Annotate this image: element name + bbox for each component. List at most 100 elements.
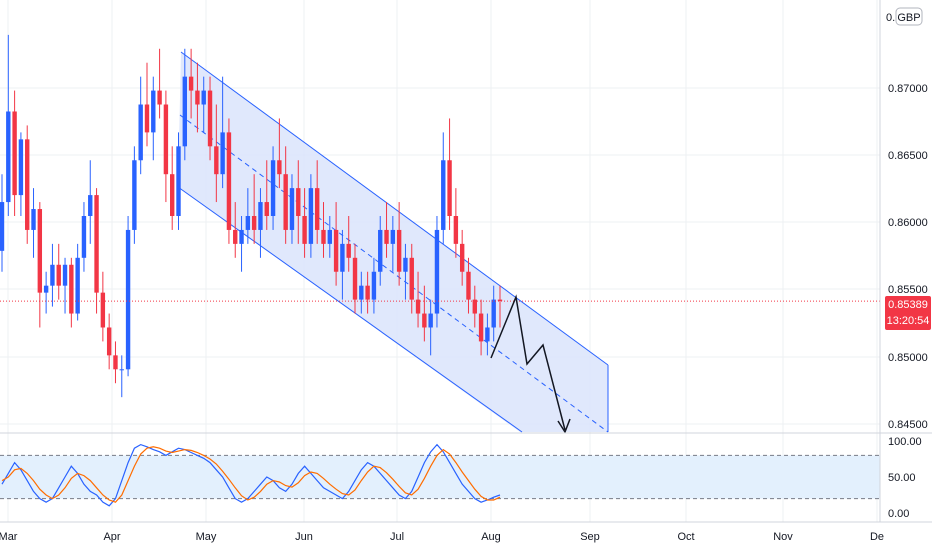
- x-tick-label: Jul: [390, 531, 404, 543]
- candle-body: [270, 160, 276, 216]
- x-tick-label: Oct: [677, 531, 694, 543]
- x-tick-label: De: [870, 531, 884, 543]
- candle-body: [333, 229, 339, 272]
- candle-body: [428, 313, 433, 328]
- candle-body: [106, 327, 112, 356]
- candle-body: [113, 355, 118, 370]
- candle-body: [384, 229, 389, 244]
- osc-d-line: [1, 446, 501, 503]
- candle-body: [251, 216, 257, 230]
- candle-body: [56, 264, 61, 286]
- oscillator-band: [0, 454, 880, 500]
- osc-y-tick-label: 100.00: [888, 436, 922, 448]
- candle-body: [396, 229, 402, 272]
- osc-y-tick-label: 50.00: [888, 472, 916, 484]
- candle-body: [447, 160, 452, 216]
- x-tick-label: Aug: [481, 531, 501, 543]
- candle-body: [352, 257, 358, 300]
- candle-body: [485, 327, 490, 342]
- candle-body: [340, 243, 345, 272]
- channel-mid-line: [179, 114, 609, 433]
- y-tick-label: 0.84500: [888, 419, 928, 431]
- candle-body: [214, 146, 219, 175]
- candle-body: [18, 139, 24, 196]
- candle-body: [43, 285, 49, 293]
- y-tick-label: 0.87000: [888, 83, 928, 95]
- candle-body: [138, 104, 143, 161]
- candle-body: [422, 313, 427, 328]
- candle-body: [157, 90, 162, 105]
- candle-body: [453, 216, 459, 244]
- candle-body: [69, 264, 74, 314]
- candle-body: [62, 264, 68, 286]
- osc-band-fill: [0, 455, 880, 499]
- x-tick-label: Nov: [773, 531, 793, 543]
- candle-body: [182, 76, 188, 147]
- candle-body: [466, 271, 471, 300]
- candle-body: [327, 229, 332, 244]
- candle-body: [125, 229, 131, 370]
- candle-body: [378, 229, 383, 272]
- channel-upper-line: [180, 51, 609, 366]
- candle-body: [50, 264, 55, 286]
- candle-body: [75, 257, 80, 314]
- x-tick-label: Jun: [295, 531, 313, 543]
- currency-badge: 0. GBP: [886, 7, 923, 26]
- candle-body: [239, 229, 244, 244]
- candle-body: [459, 243, 465, 272]
- x-tick-label: Apr: [103, 531, 120, 543]
- candle-body: [100, 292, 106, 328]
- candle-body: [207, 90, 213, 147]
- candle-body: [478, 313, 484, 342]
- candles: [0, 34, 503, 398]
- candle-body: [359, 285, 364, 300]
- candle-body: [195, 90, 200, 105]
- candle-body: [497, 299, 503, 302]
- candle-body: [31, 209, 36, 230]
- candle-body: [6, 111, 11, 203]
- candle-body: [220, 132, 225, 175]
- overlays: [0, 294, 880, 434]
- candle-body: [12, 111, 17, 196]
- x-tick-label: May: [196, 531, 217, 543]
- candle-body: [283, 174, 288, 230]
- candle-body: [321, 229, 326, 244]
- osc-y-tick-label: 0.00: [888, 508, 909, 520]
- x-tick-label: Sep: [580, 531, 600, 543]
- candle-body: [81, 216, 87, 258]
- y-tick-label: 0.85000: [888, 352, 928, 364]
- currency-label: GBP: [897, 12, 920, 24]
- candle-body: [37, 209, 43, 293]
- candle-body: [25, 139, 30, 230]
- candle-body: [415, 299, 421, 314]
- candle-body: [188, 76, 194, 91]
- candle-body: [308, 188, 314, 244]
- candle-body: [258, 202, 263, 230]
- candle-body: [151, 90, 156, 133]
- candle-body: [346, 243, 351, 258]
- candle-body: [201, 90, 206, 105]
- countdown-value: 13:20:54: [887, 315, 930, 327]
- candle-body: [226, 132, 232, 230]
- candle-body: [302, 216, 307, 244]
- y-tick-label: 0.86000: [888, 217, 928, 229]
- candle-body: [434, 229, 440, 314]
- candle-body: [390, 229, 396, 244]
- candle-body: [176, 146, 181, 216]
- y-top-prefix: 0.: [886, 12, 895, 24]
- candle-body: [314, 188, 320, 230]
- candle-body: [132, 160, 137, 230]
- y-tick-label: 0.85500: [888, 284, 928, 296]
- candle-body: [119, 369, 124, 371]
- last-price-badge[interactable]: 0.85389 13:20:54: [885, 296, 931, 330]
- candle-body: [170, 174, 175, 216]
- candle-body: [264, 202, 269, 216]
- oscillator-lines: [1, 443, 501, 507]
- candle-body: [144, 104, 150, 133]
- osc-k-line: [1, 443, 501, 507]
- candle-body: [409, 257, 414, 300]
- candle-body: [245, 216, 251, 230]
- last-price-value: 0.85389: [888, 299, 928, 311]
